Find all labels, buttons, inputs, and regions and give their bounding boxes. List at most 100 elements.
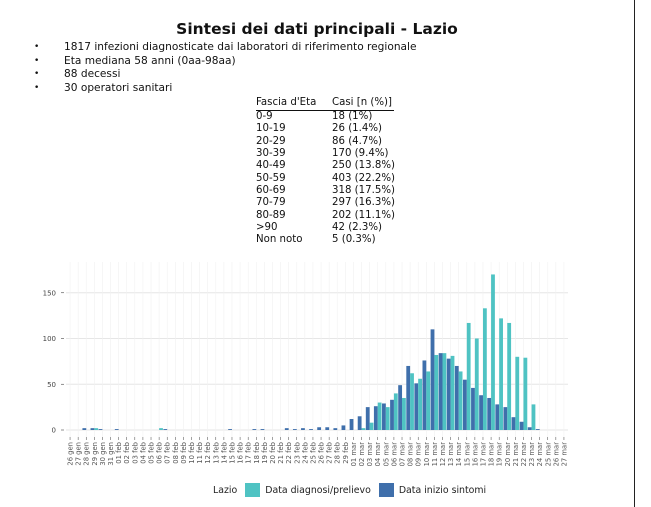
x-tick-label: 06 feb: [156, 442, 164, 464]
age-table-row: 30-39 170 (9.4%): [256, 148, 402, 160]
legend-title: Lazio: [213, 484, 238, 496]
summary-list: 1817 infezioni diagnosticate dai laborat…: [34, 41, 417, 95]
summary-item-eta: Eta mediana 58 anni (0aa-98aa): [34, 55, 417, 69]
x-tick-label: 05 mar: [382, 442, 390, 467]
x-tick-label: 02 mar: [358, 442, 366, 467]
x-tick-label: 26 feb: [318, 442, 326, 464]
x-tick-label: 30 gen: [99, 442, 107, 466]
legend-label-diagnosi: Data diagnosi/prelievo: [265, 484, 371, 496]
cases-cell: 250 (13.8%): [332, 160, 395, 172]
bar-sintomi: [292, 429, 297, 430]
bar-sintomi: [487, 397, 492, 430]
x-tick-label: 08 mar: [407, 442, 415, 467]
bar-sintomi: [114, 429, 119, 430]
age-table-rule: [256, 110, 394, 111]
age-table-row: >90 42 (2.3%): [256, 222, 402, 234]
x-tick-label: 11 feb: [196, 442, 204, 464]
x-tick-label: 14 feb: [220, 442, 228, 464]
bar-sintomi: [535, 429, 540, 430]
cases-cell: 403 (22.2%): [332, 172, 395, 184]
age-cell: Non noto: [256, 234, 303, 246]
x-tick-label: 21 feb: [277, 442, 285, 464]
y-tick-label: 50: [47, 381, 56, 389]
bar-diagnosi: [482, 308, 487, 430]
cases-cell: 86 (4.7%): [332, 135, 383, 147]
chart-legend: Lazio Data diagnosi/prelievo Data inizio…: [213, 483, 486, 497]
x-tick-label: 22 mar: [520, 442, 528, 467]
bar-sintomi: [301, 428, 305, 430]
page-title: Sintesi dei dati principali - Lazio: [176, 20, 458, 38]
bar-sintomi: [252, 429, 257, 430]
x-tick-label: 27 feb: [326, 442, 334, 464]
x-tick-label: 18 feb: [253, 442, 261, 464]
x-tick-label: 04 feb: [139, 442, 147, 464]
cases-cell: 202 (11.1%): [332, 209, 395, 221]
x-tick-label: 15 feb: [228, 442, 236, 464]
x-tick-label: 28 feb: [334, 442, 342, 464]
bar-diagnosi: [466, 322, 471, 430]
bar-diagnosi: [410, 373, 414, 430]
x-tick-label: 06 mar: [390, 442, 398, 467]
bar-sintomi: [228, 429, 232, 430]
bar-sintomi: [317, 427, 322, 430]
bar-sintomi: [325, 427, 330, 430]
age-table-row: 50-59 403 (22.2%): [256, 173, 402, 185]
x-tick-label: 31 gen: [107, 442, 115, 466]
x-tick-label: 20 mar: [504, 442, 512, 467]
bar-sintomi: [406, 365, 411, 430]
bar-sintomi: [462, 379, 467, 430]
bar-sintomi: [471, 387, 475, 430]
bar-sintomi: [349, 419, 354, 430]
bar-sintomi: [365, 407, 370, 430]
bar-diagnosi: [523, 357, 528, 430]
bar-diagnosi: [393, 393, 398, 430]
x-tick-label: 23 feb: [293, 442, 301, 464]
legend-swatch-diagnosi: [245, 483, 261, 497]
bar-sintomi: [90, 428, 95, 430]
age-table-row: 20-29 86 (4.7%): [256, 136, 402, 148]
bar-sintomi: [430, 329, 435, 430]
bar-sintomi: [260, 429, 265, 430]
bar-diagnosi: [94, 428, 99, 430]
bar-diagnosi: [434, 354, 439, 430]
bar-diagnosi: [474, 338, 479, 430]
bar-diagnosi: [426, 371, 431, 430]
bar-diagnosi: [369, 422, 374, 430]
cases-cell: 42 (2.3%): [332, 222, 383, 234]
age-cell: 30-39: [256, 148, 286, 160]
age-table-row: 70-79 297 (16.3%): [256, 197, 402, 209]
bar-diagnosi: [507, 322, 512, 430]
x-tick-label: 21 mar: [512, 442, 520, 467]
x-tick-label: 13 mar: [447, 442, 455, 467]
age-cell: 40-49: [256, 160, 286, 172]
bar-sintomi: [495, 404, 500, 430]
age-cell: 20-29: [256, 135, 286, 147]
bar-sintomi: [398, 385, 403, 430]
x-tick-label: 11 mar: [431, 442, 439, 467]
cases-cell: 170 (9.4%): [332, 148, 389, 160]
x-tick-label: 28 gen: [83, 442, 91, 466]
age-table-header-casi: Casi [n (%)]: [332, 97, 393, 108]
age-cell: 80-89: [256, 209, 286, 221]
age-table-row: 0-9 18 (1%): [256, 111, 402, 123]
bar-sintomi: [454, 365, 459, 430]
bar-diagnosi: [515, 356, 520, 430]
bar-sintomi: [446, 358, 451, 430]
x-tick-label: 20 feb: [269, 442, 277, 464]
page-border: [634, 0, 635, 507]
x-tick-label: 01 feb: [115, 442, 123, 464]
legend-item-diagnosi: Data diagnosi/prelievo: [237, 483, 371, 497]
cases-cell: 18 (1%): [332, 111, 373, 122]
bar-diagnosi: [418, 378, 423, 430]
x-tick-label: 12 mar: [439, 442, 447, 467]
bar-diagnosi: [442, 353, 447, 430]
x-tick-label: 25 mar: [544, 442, 552, 467]
x-tick-label: 04 mar: [374, 442, 382, 467]
bar-diagnosi: [402, 397, 406, 430]
age-table: Fascia d'Eta Casi [n (%)] 0-9 18 (1%) 10-…: [256, 97, 402, 247]
cases-cell: 5 (0.3%): [332, 234, 376, 246]
x-tick-label: 25 feb: [309, 442, 317, 464]
bar-sintomi: [373, 406, 378, 430]
x-tick-label: 13 feb: [212, 442, 220, 464]
